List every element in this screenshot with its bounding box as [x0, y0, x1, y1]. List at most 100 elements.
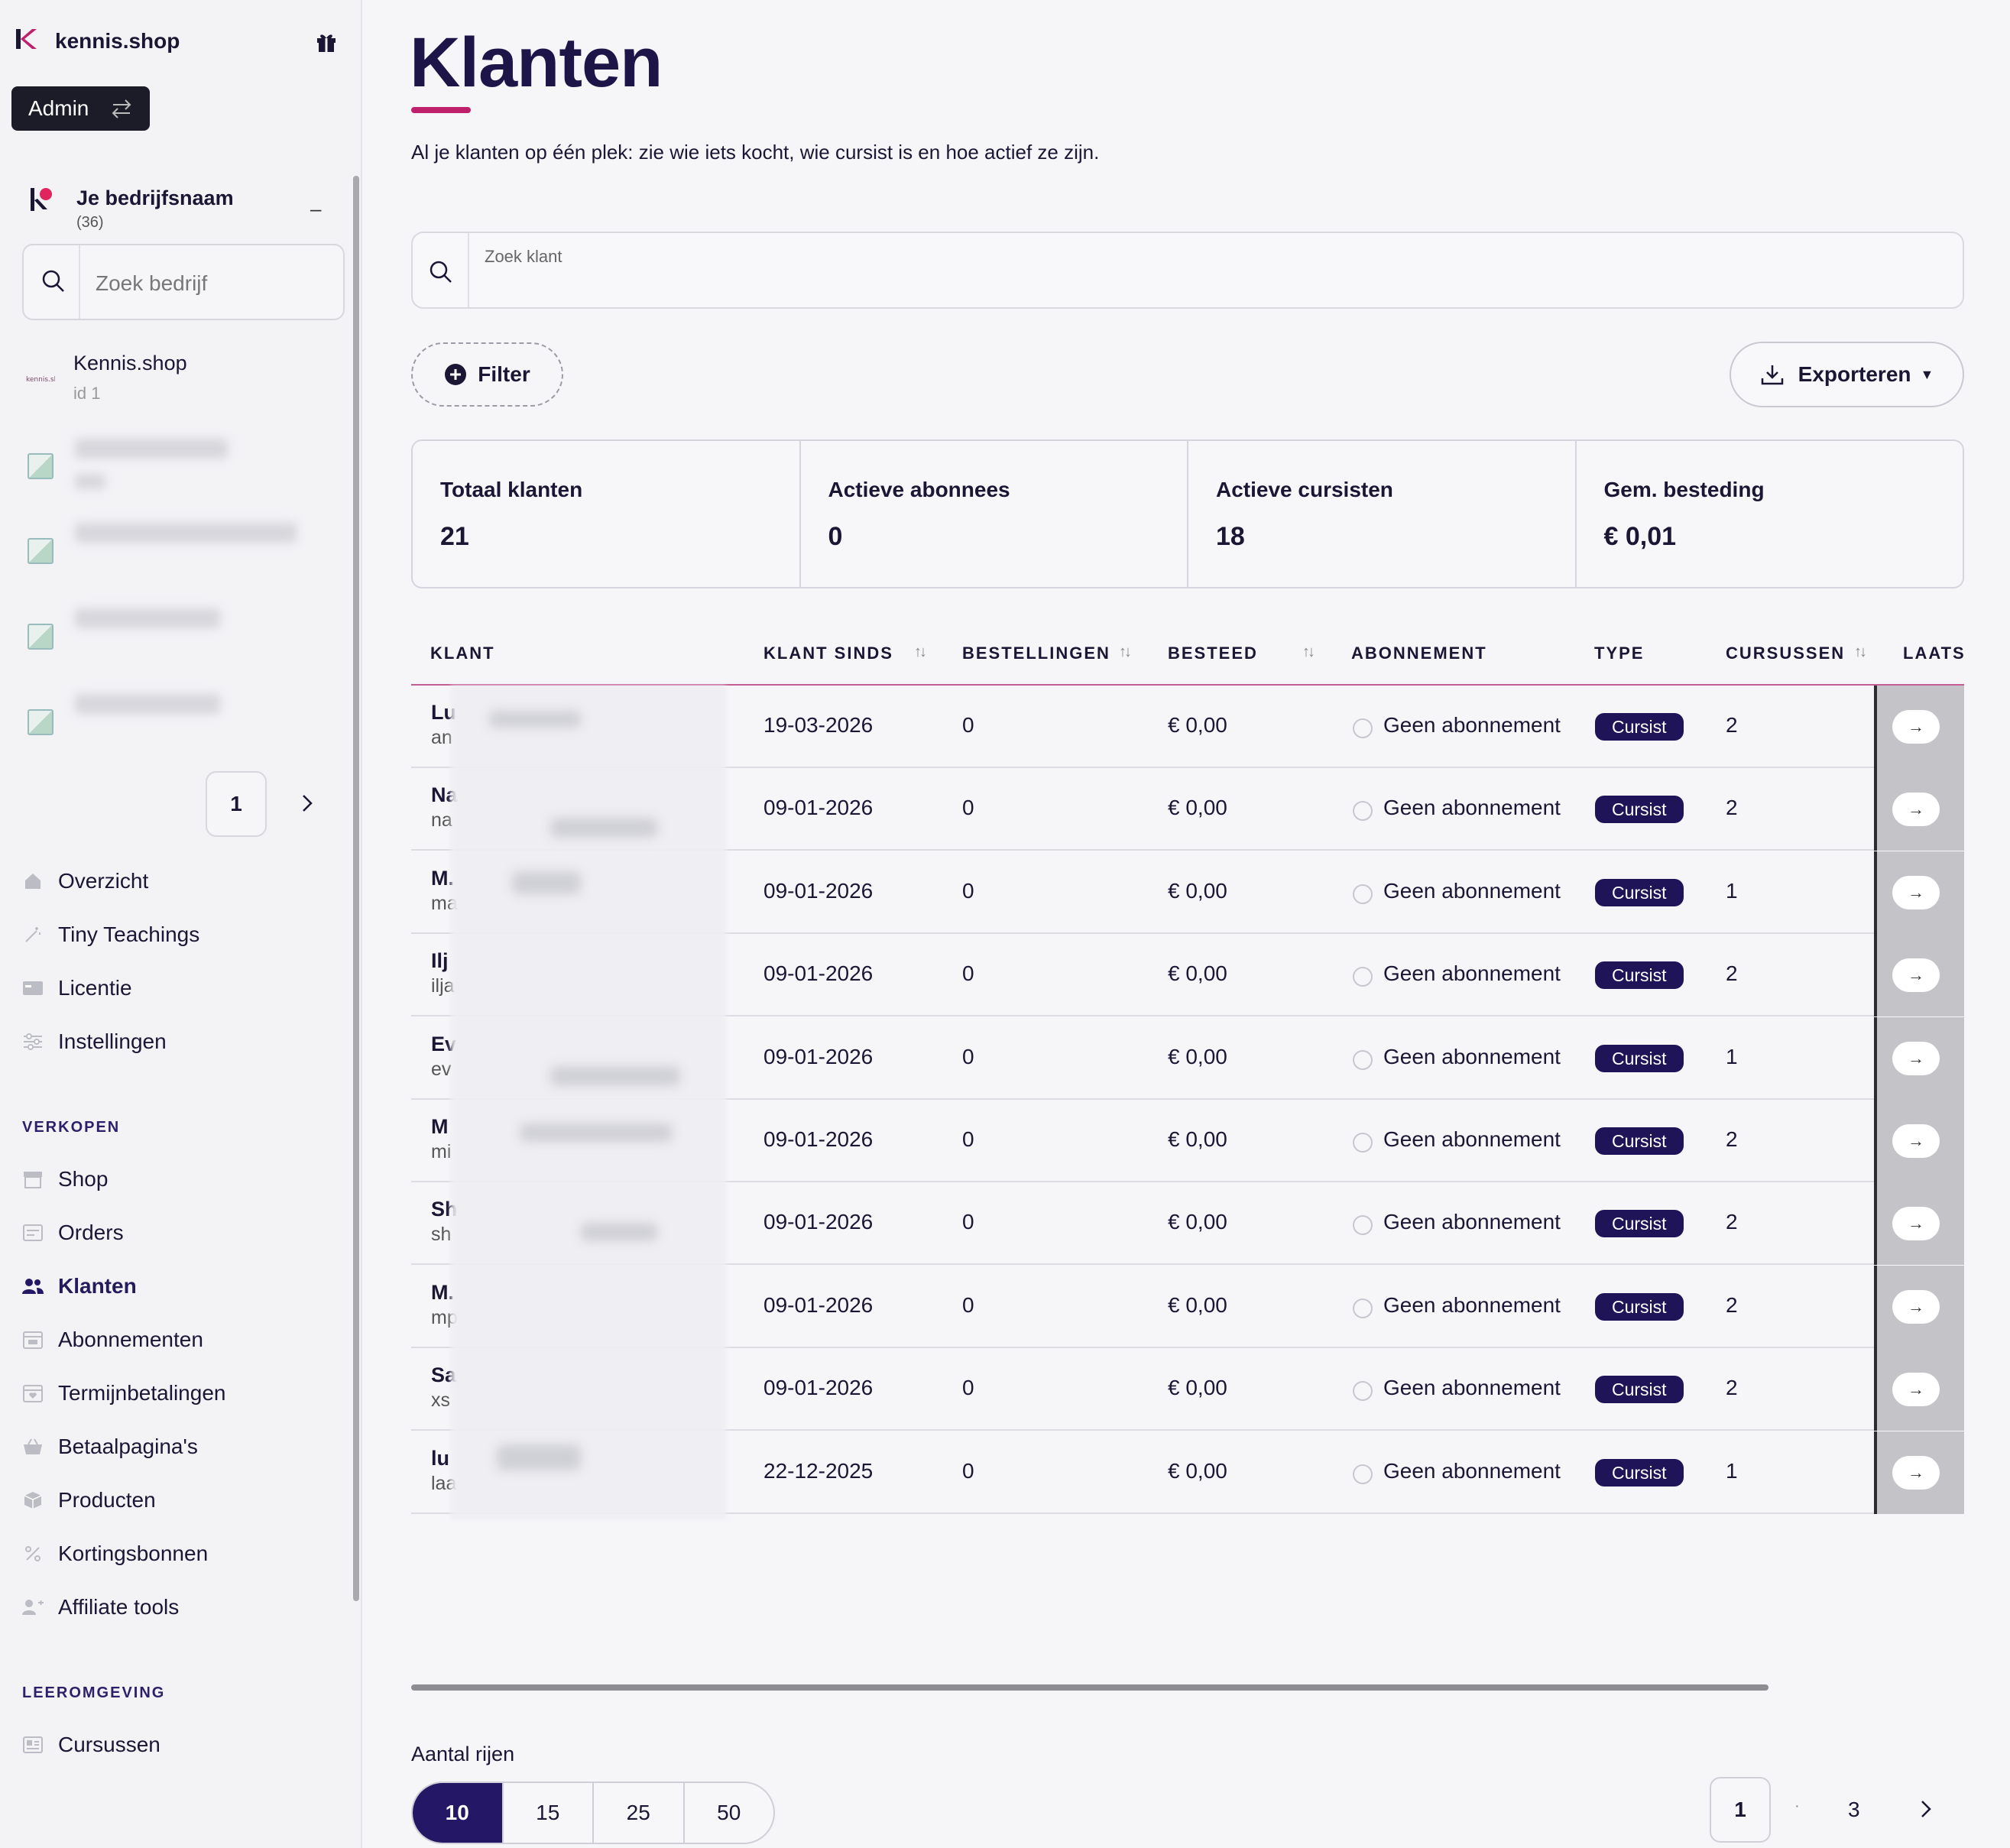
table-horizontal-scrollbar[interactable]: [411, 1684, 1768, 1691]
course-count: 1: [1726, 1045, 1738, 1068]
open-customer-button[interactable]: →: [1892, 876, 1940, 909]
table-row[interactable]: Ilj ilja 09-01-2026 0 € 0,00 Geen abonnement C…: [411, 934, 1964, 1016]
table-header-divider: [411, 684, 1964, 686]
customer-since: 09-01-2026: [763, 961, 874, 985]
page-button-current[interactable]: 1: [1710, 1777, 1771, 1843]
sort-icon[interactable]: ↑↓: [1119, 644, 1132, 660]
open-customer-button[interactable]: →: [1892, 958, 1940, 992]
order-count: 0: [962, 1459, 974, 1483]
blurred-company[interactable]: [75, 608, 220, 628]
company-collapse-button[interactable]: –: [310, 197, 322, 220]
export-label: Exporteren: [1798, 362, 1911, 386]
privacy-blur: [550, 1066, 680, 1086]
rows-option-15[interactable]: 15: [504, 1783, 594, 1843]
brand[interactable]: kennis.shop: [14, 28, 180, 54]
customer-since: 22-12-2025: [763, 1459, 874, 1483]
nav-licentie[interactable]: Licentie: [21, 976, 132, 1000]
sidebar-page-1[interactable]: 1: [206, 771, 267, 837]
gift-icon[interactable]: [315, 31, 338, 57]
page-button-last[interactable]: 3: [1848, 1798, 1860, 1821]
customer-search[interactable]: Zoek klant: [411, 232, 1964, 309]
amount-spent: € 0,00: [1168, 1459, 1227, 1483]
col-laatst[interactable]: LAATS: [1903, 644, 1966, 663]
col-type[interactable]: TYPE: [1594, 644, 1645, 663]
col-cursussen[interactable]: CURSUSSEN: [1726, 644, 1846, 663]
customer-name[interactable]: M.: [431, 1281, 454, 1304]
rows-option-50[interactable]: 50: [717, 1801, 741, 1824]
nav-tiny-teachings[interactable]: Tiny Teachings: [21, 922, 199, 947]
company-search-input[interactable]: Zoek bedrijf: [96, 271, 208, 295]
nav-termijnbetalingen[interactable]: Termijnbetalingen: [21, 1381, 225, 1405]
open-customer-button[interactable]: →: [1892, 1373, 1940, 1406]
customer-name[interactable]: M.: [431, 867, 454, 890]
rows-option-10[interactable]: 10: [413, 1783, 504, 1843]
sort-icon[interactable]: ↑↓: [1854, 644, 1867, 660]
sort-icon[interactable]: ↑↓: [1302, 644, 1315, 660]
shop-item-name[interactable]: Kennis.shop: [73, 352, 187, 374]
nav-label: Licentie: [58, 976, 132, 1000]
open-customer-button[interactable]: →: [1892, 1456, 1940, 1490]
privacy-blur: [550, 818, 657, 838]
table-row[interactable]: Na na 09-01-2026 0 € 0,00 Geen abonnement Curs…: [411, 768, 1964, 851]
nav-label: Tiny Teachings: [58, 922, 200, 946]
customer-name[interactable]: Ilj: [431, 949, 449, 972]
admin-switch-button[interactable]: Admin: [11, 86, 150, 131]
rows-option-25[interactable]: 25: [594, 1783, 685, 1843]
open-customer-button[interactable]: →: [1892, 1124, 1940, 1158]
blurred-company-id: [75, 474, 105, 489]
chevron-right-icon[interactable]: [298, 792, 316, 819]
company-search[interactable]: Zoek bedrijf: [22, 244, 345, 320]
nav-betaalpaginas[interactable]: Betaalpagina's: [21, 1435, 198, 1459]
switch-arrows-icon: [112, 99, 131, 118]
nav-affiliate-tools[interactable]: Affiliate tools: [21, 1595, 179, 1619]
store-icon: [21, 1168, 44, 1191]
nav-overzicht[interactable]: Overzicht: [21, 869, 148, 893]
chevron-right-icon[interactable]: [1917, 1798, 1935, 1824]
subscription-icon: [21, 1328, 44, 1351]
subscription-status: Geen abonnement: [1383, 961, 1561, 985]
customer-email: an: [431, 727, 452, 748]
nav-shop[interactable]: Shop: [21, 1167, 108, 1191]
blurred-company[interactable]: [75, 694, 220, 714]
sort-icon[interactable]: ↑↓: [914, 644, 927, 660]
nav-abonnementen[interactable]: Abonnementen: [21, 1328, 203, 1352]
nav-instellingen[interactable]: Instellingen: [21, 1029, 167, 1054]
col-klant-sinds[interactable]: KLANT SINDS: [763, 644, 893, 663]
sidebar-scrollbar[interactable]: [353, 176, 359, 1601]
table-row[interactable]: Sa xs 09-01-2026 0 € 0,00 Geen abonnement Curs…: [411, 1348, 1964, 1431]
course-count: 2: [1726, 1293, 1738, 1317]
open-customer-button[interactable]: →: [1892, 1042, 1940, 1075]
col-klant[interactable]: KLANT: [430, 644, 495, 663]
plus-circle-icon: [445, 364, 467, 385]
open-customer-button[interactable]: →: [1892, 1290, 1940, 1324]
col-bestellingen[interactable]: BESTELLINGEN: [962, 644, 1110, 663]
nav-orders[interactable]: Orders: [21, 1221, 124, 1245]
customer-name[interactable]: lu: [431, 1447, 449, 1470]
col-abonnement[interactable]: ABONNEMENT: [1351, 644, 1487, 663]
open-customer-button[interactable]: →: [1892, 793, 1940, 826]
nav-kortingsbonnen[interactable]: Kortingsbonnen: [21, 1542, 208, 1566]
customer-name[interactable]: M: [431, 1115, 449, 1138]
open-customer-button[interactable]: →: [1892, 710, 1940, 744]
export-button[interactable]: Exporteren ▼: [1730, 342, 1964, 407]
nav-label: Cursussen: [58, 1733, 160, 1756]
blurred-company[interactable]: [75, 439, 228, 459]
nav-cursussen[interactable]: Cursussen: [21, 1733, 160, 1757]
nav-producten[interactable]: Producten: [21, 1488, 156, 1512]
subscription-status-icon: [1353, 1050, 1373, 1070]
company-name[interactable]: Je bedrijfsnaam: [76, 186, 234, 209]
customer-search-input[interactable]: Zoek klant: [485, 247, 562, 266]
nav-klanten[interactable]: Klanten: [21, 1274, 137, 1298]
stat-label: Actieve abonnees: [828, 478, 1010, 501]
subscription-status-icon: [1353, 801, 1373, 821]
open-customer-button[interactable]: →: [1892, 1207, 1940, 1240]
subscription-status-icon: [1353, 1215, 1373, 1235]
order-count: 0: [962, 1127, 974, 1151]
table-row[interactable]: Ev ev 09-01-2026 0 € 0,00 Geen abonnement Curs…: [411, 1017, 1964, 1100]
stat-label: Gem. besteding: [1603, 478, 1765, 501]
table-row[interactable]: M. mp 09-01-2026 0 € 0,00 Geen abonnement Curs…: [411, 1266, 1964, 1348]
filter-button[interactable]: Filter: [411, 342, 563, 407]
col-besteed[interactable]: BESTEED: [1168, 644, 1258, 663]
blurred-company[interactable]: [75, 523, 297, 543]
